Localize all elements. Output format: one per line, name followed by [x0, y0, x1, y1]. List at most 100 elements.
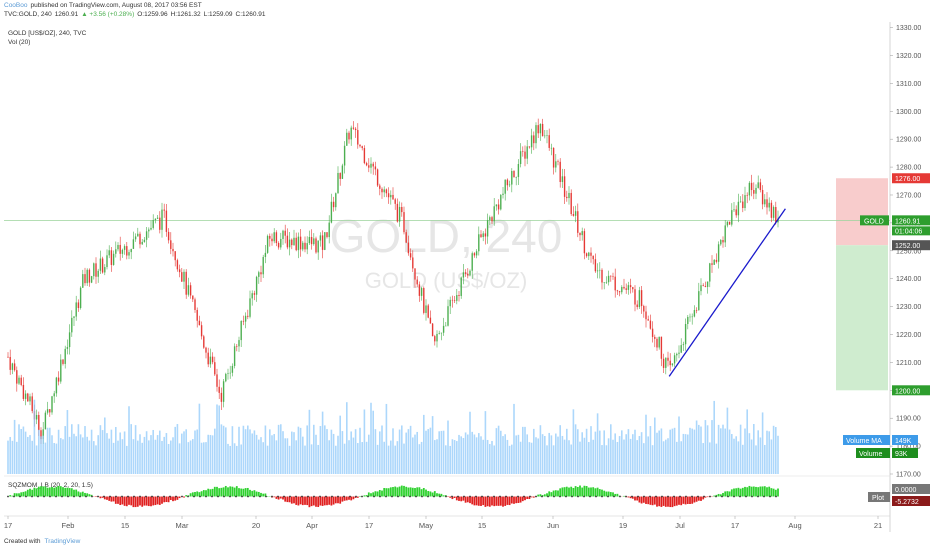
candle-body: [49, 409, 51, 413]
volume-bar: [537, 438, 539, 474]
candle-body: [434, 336, 436, 342]
volume-bar: [176, 424, 179, 474]
candle-body: [480, 234, 482, 237]
candle-body: [121, 249, 124, 254]
volume-bar: [348, 440, 350, 474]
momentum-bar: [561, 487, 564, 497]
squeeze-dot: [163, 495, 165, 498]
volume-bar: [352, 437, 355, 474]
momentum-bar: [114, 496, 117, 504]
momentum-bar: [211, 488, 214, 497]
volume-bar: [346, 402, 348, 474]
squeeze-dot: [103, 495, 105, 498]
candle-body: [425, 305, 427, 313]
volume-bar: [332, 433, 335, 474]
volume-bar: [603, 430, 605, 474]
volume-bar: [150, 435, 152, 474]
momentum-bar: [99, 496, 102, 499]
candle-body: [280, 238, 282, 248]
candle-body: [200, 325, 203, 337]
momentum-bar: [777, 488, 779, 497]
volume-bar: [475, 437, 478, 474]
candle-body: [559, 161, 561, 182]
squeeze-dot: [19, 495, 21, 498]
volume-bar: [13, 419, 16, 474]
candle-body: [374, 166, 377, 170]
momentum-bar: [29, 488, 31, 497]
momentum-bar: [323, 496, 326, 506]
candle-body: [445, 325, 447, 327]
candle-body: [671, 363, 674, 366]
x-tick-label: 17: [365, 521, 373, 530]
candle-body: [469, 270, 471, 276]
momentum-bar: [649, 496, 652, 505]
momentum-bar: [200, 491, 203, 497]
squeeze-dot: [331, 495, 333, 498]
squeeze-dot: [97, 495, 99, 498]
tradingview-link[interactable]: TradingView: [44, 538, 81, 545]
momentum-bar: [440, 493, 443, 497]
momentum-bar: [563, 487, 566, 497]
momentum-bar: [579, 485, 581, 497]
candle-body: [695, 310, 698, 311]
candle-body: [104, 267, 106, 273]
momentum-bar: [526, 496, 529, 499]
candle-body: [737, 201, 740, 216]
candle-body: [570, 192, 572, 215]
momentum-bar: [345, 496, 348, 501]
squeeze-dot: [205, 495, 207, 498]
candle-body: [82, 274, 84, 288]
squeeze-dot: [13, 495, 15, 498]
volume-bar: [20, 428, 22, 474]
squeeze-dot: [433, 495, 435, 498]
momentum-bar: [515, 496, 518, 504]
momentum-bar: [671, 496, 674, 508]
volume-bar: [189, 440, 192, 474]
momentum-bar: [416, 487, 419, 497]
candle-body: [77, 302, 80, 309]
momentum-bar: [506, 496, 509, 505]
momentum-bar: [132, 496, 135, 508]
volume-bar: [383, 441, 385, 474]
volume-bar: [572, 409, 575, 474]
author-link[interactable]: CooBoo: [4, 2, 28, 9]
volume-bar: [535, 437, 537, 474]
volume-bar: [200, 442, 203, 474]
squeeze-dot: [511, 495, 513, 498]
candle-body: [506, 179, 509, 186]
volume-bar: [172, 437, 174, 474]
candle-body: [660, 336, 663, 359]
candle-body: [713, 259, 715, 265]
open-value: O:1259.96: [137, 11, 168, 18]
squeeze-dot: [769, 495, 771, 498]
candle-body: [612, 276, 614, 277]
momentum-bar: [658, 496, 661, 507]
momentum-bar: [651, 496, 654, 506]
momentum-bar: [306, 496, 309, 506]
squeeze-dot: [775, 495, 777, 498]
candle-body: [623, 286, 625, 289]
candle-body: [275, 232, 278, 243]
momentum-bar: [495, 496, 498, 506]
momentum-bar: [528, 496, 531, 500]
candle-body: [464, 272, 467, 274]
candle-body: [396, 203, 399, 222]
candle-body: [205, 347, 207, 353]
candle-body: [746, 195, 748, 196]
volume-bar: [409, 425, 412, 474]
momentum-bar: [73, 489, 75, 497]
momentum-bar: [374, 491, 377, 497]
volume-bar: [321, 411, 324, 474]
squeeze-dot: [451, 495, 453, 498]
volume-bar: [387, 445, 390, 474]
candle-body: [555, 161, 557, 168]
volume-bar: [328, 440, 330, 474]
momentum-bar: [755, 486, 757, 497]
momentum-bar: [768, 486, 771, 497]
candle-body: [95, 263, 97, 277]
candle-body: [709, 263, 711, 282]
momentum-bar: [614, 493, 617, 497]
volume-bar: [262, 442, 264, 474]
candle-body: [317, 240, 319, 253]
